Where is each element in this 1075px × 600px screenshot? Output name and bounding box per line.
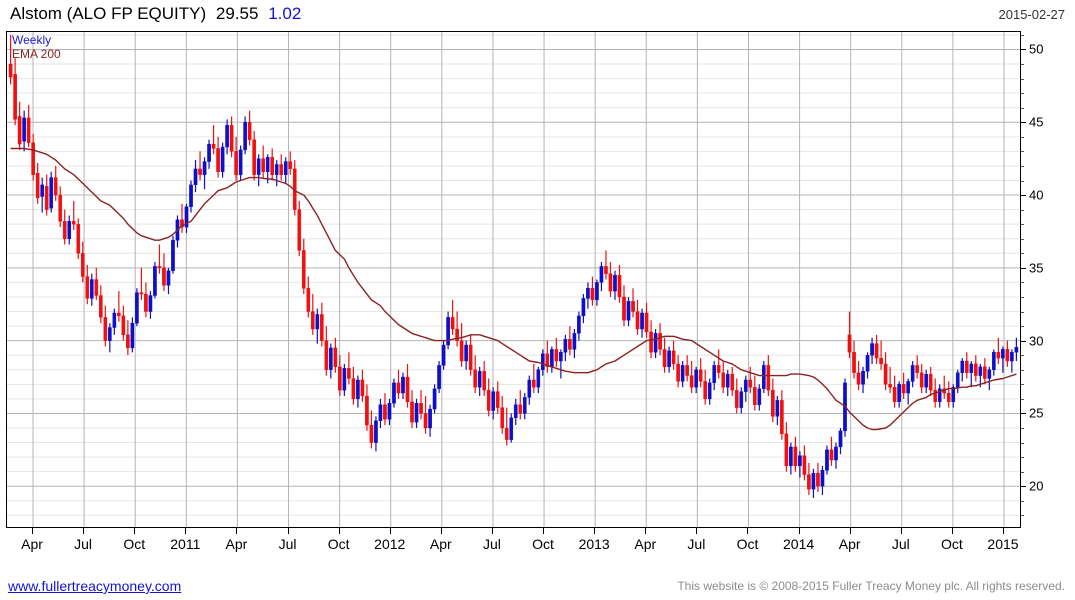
y-axis-minor-tick — [1021, 369, 1024, 371]
y-axis-tick — [1021, 122, 1026, 124]
x-axis-label: Oct — [736, 536, 759, 552]
price-change: 1.02 — [268, 4, 302, 23]
x-axis-label: 2014 — [783, 536, 815, 552]
y-axis-minor-tick — [1021, 64, 1024, 66]
x-axis-label: Jul — [891, 536, 910, 552]
chart-gridlines — [7, 32, 1020, 527]
x-axis-tick — [287, 528, 289, 534]
x-axis-label: 2011 — [170, 536, 201, 552]
y-axis-label: 50 — [1029, 41, 1044, 57]
x-axis-label: 2013 — [578, 536, 610, 552]
site-link[interactable]: www.fullertreacymoney.com — [8, 578, 182, 594]
y-axis-minor-tick — [1021, 238, 1024, 240]
x-axis-tick — [134, 528, 136, 534]
x-axis-label: Apr — [429, 536, 452, 552]
y-axis-minor-tick — [1021, 515, 1024, 517]
y-axis-minor-tick — [1021, 457, 1024, 459]
y-axis-label: 40 — [1029, 187, 1044, 203]
y-axis-minor-tick — [1021, 442, 1024, 444]
x-axis-tick — [1003, 528, 1004, 534]
y-axis-minor-tick — [1021, 93, 1024, 95]
x-axis-tick — [696, 528, 698, 534]
y-axis-label: 45 — [1029, 114, 1044, 130]
y-axis-minor-tick — [1021, 180, 1024, 182]
y-axis-label: 25 — [1029, 405, 1044, 421]
y-axis-tick — [1021, 195, 1026, 197]
x-axis-tick — [747, 528, 749, 534]
x-axis-label: Jul — [687, 536, 706, 552]
x-axis-tick — [798, 528, 800, 534]
y-axis-minor-tick — [1021, 151, 1024, 153]
y-axis-tick — [1021, 486, 1026, 488]
y-axis-minor-tick — [1021, 398, 1024, 400]
y-axis-label: 30 — [1029, 333, 1044, 349]
chart-series-layer — [8, 34, 1019, 498]
x-axis: Apr Jul Oct 2011 Apr Jul Oct 2012 Apr Jul Oct 2013 A… — [6, 528, 1021, 562]
x-axis-tick — [594, 528, 596, 534]
x-axis-tick — [389, 528, 391, 534]
y-axis-minor-tick — [1021, 282, 1024, 284]
x-axis-label: Jul — [482, 536, 501, 552]
y-axis-minor-tick — [1021, 107, 1024, 109]
y-axis-tick — [1021, 413, 1026, 415]
x-axis-label: Jul — [74, 536, 93, 552]
as-of-date: 2015-02-27 — [998, 7, 1066, 22]
last-price: 29.55 — [215, 4, 259, 23]
x-axis-tick — [83, 528, 85, 534]
x-axis-label: Apr — [838, 536, 861, 552]
instrument-name: Alstom (ALO FP EQUITY) — [10, 4, 207, 23]
y-axis-label: 35 — [1029, 260, 1044, 276]
y-axis-minor-tick — [1021, 253, 1024, 255]
y-axis-tick — [1021, 49, 1026, 51]
y-axis-minor-tick — [1021, 326, 1024, 328]
y-axis-minor-tick — [1021, 471, 1024, 473]
legend-interval: Weekly — [12, 33, 52, 47]
x-axis-label: Oct — [123, 536, 146, 552]
y-axis-minor-tick — [1021, 34, 1024, 36]
y-axis-minor-tick — [1021, 311, 1024, 313]
legend-ema-200: EMA 200 — [12, 47, 61, 61]
x-axis-tick — [338, 528, 340, 534]
copyright-text: This website is © 2008-2015 Fuller Treac… — [677, 579, 1065, 593]
x-axis-tick — [185, 528, 187, 534]
y-axis-minor-tick — [1021, 209, 1024, 211]
x-axis-tick — [543, 528, 545, 534]
chart-footer: www.fullertreacymoney.com This website i… — [0, 575, 1075, 600]
y-axis-minor-tick — [1021, 428, 1024, 429]
chart-header: Alstom (ALO FP EQUITY) 29.55 1.02 2015-0… — [0, 0, 1075, 31]
y-axis-minor-tick — [1021, 136, 1024, 138]
page-title: Alstom (ALO FP EQUITY) 29.55 1.02 — [10, 4, 301, 24]
x-axis-label: Apr — [21, 536, 43, 552]
y-axis-minor-tick — [1021, 500, 1024, 502]
y-axis-tick — [1021, 267, 1026, 269]
y-axis-minor-tick — [1021, 78, 1024, 80]
x-axis-tick — [645, 528, 647, 534]
y-axis: 20 25 30 35 40 45 50 — [1021, 31, 1075, 528]
x-axis-label: Oct — [941, 536, 963, 552]
x-axis-tick — [900, 528, 902, 534]
y-axis-minor-tick — [1021, 296, 1024, 298]
y-axis-tick — [1021, 340, 1026, 342]
x-axis-label: 2012 — [374, 536, 406, 552]
x-axis-label: Apr — [225, 536, 248, 552]
x-axis-label: 2015 — [987, 536, 1019, 552]
x-axis-label: Oct — [327, 536, 350, 552]
x-axis-tick — [236, 528, 238, 534]
y-axis-minor-tick — [1021, 355, 1024, 357]
x-axis-label: Apr — [634, 536, 657, 552]
x-axis-tick — [951, 528, 953, 534]
x-axis-tick — [849, 528, 851, 534]
y-axis-label: 20 — [1029, 478, 1044, 494]
y-axis-minor-tick — [1021, 165, 1024, 167]
y-axis-minor-tick — [1021, 384, 1024, 386]
price-chart-plot[interactable]: Weekly EMA 200 — [6, 31, 1021, 528]
x-axis-label: Jul — [278, 536, 297, 552]
x-axis-tick — [32, 528, 33, 534]
y-axis-minor-tick — [1021, 224, 1024, 226]
x-axis-label: Oct — [532, 536, 554, 552]
x-axis-tick — [440, 528, 442, 534]
x-axis-tick — [491, 528, 493, 534]
